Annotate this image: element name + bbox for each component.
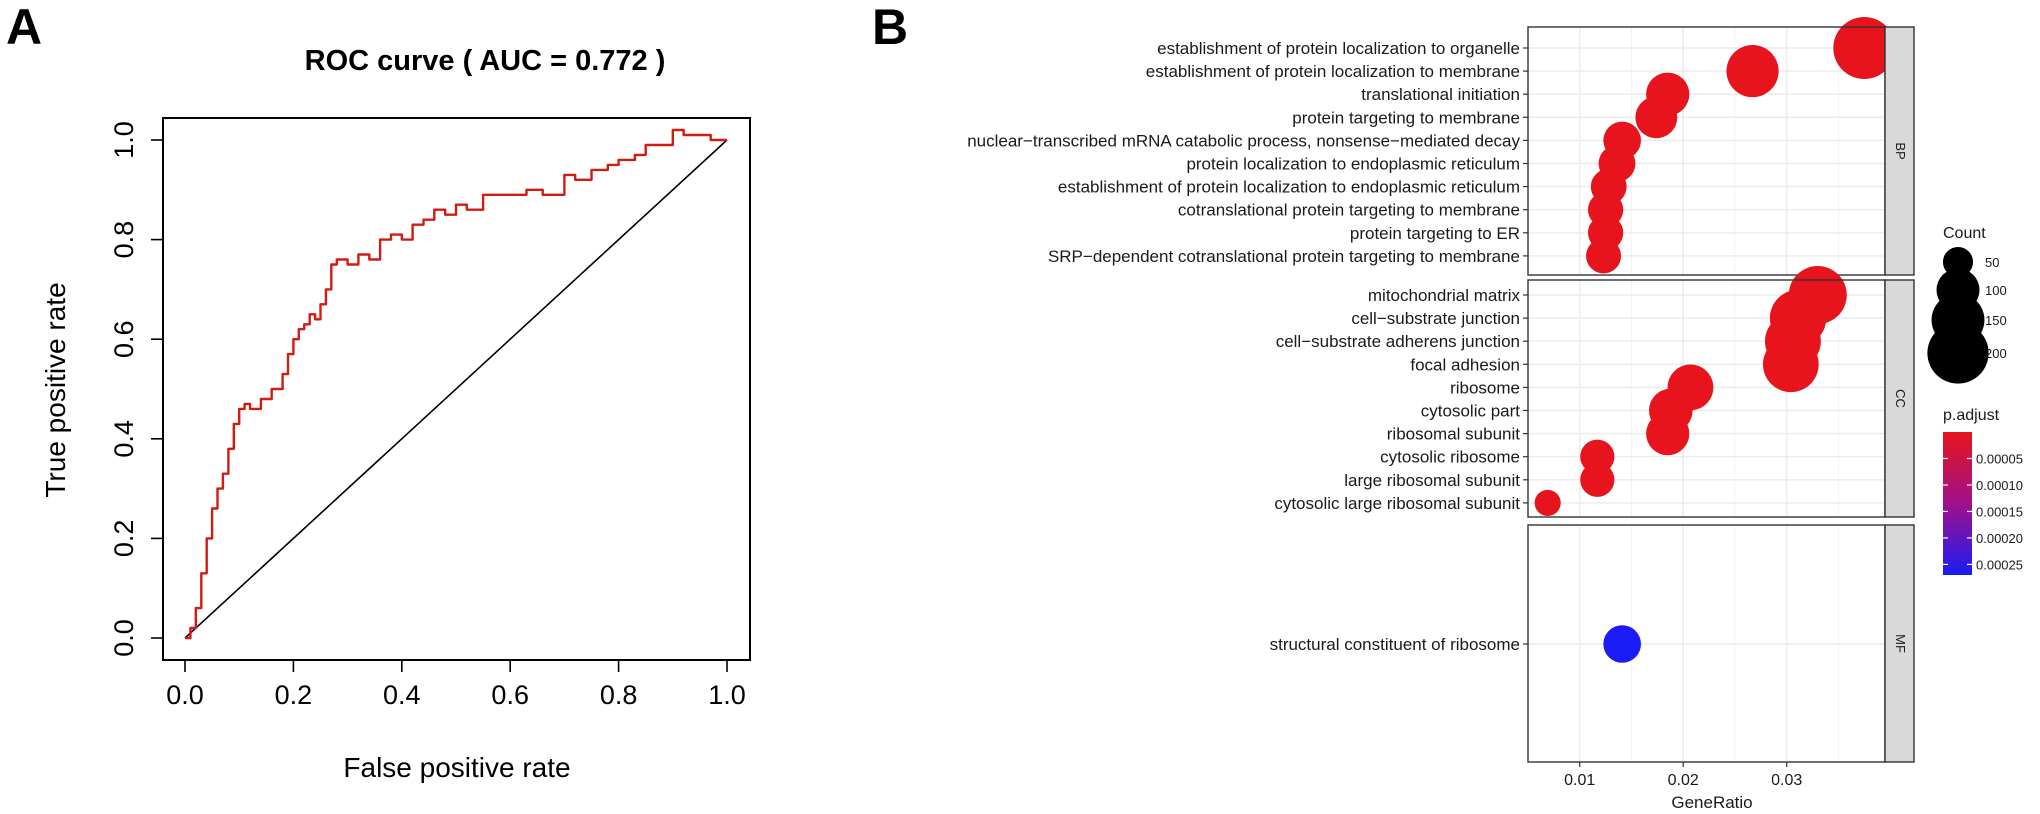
p-adjust-legend-label: 0.00010: [1976, 478, 2023, 493]
dot: [1603, 625, 1641, 663]
facet-panel-background: [1528, 27, 1885, 275]
category-label: ribosomal subunit: [1387, 425, 1521, 444]
roc-x-axis: 0.0 0.2 0.4 0.6 0.8 1.0: [166, 660, 746, 710]
roc-x-axis-label: False positive rate: [343, 752, 570, 783]
category-label: focal adhesion: [1410, 355, 1520, 374]
p-adjust-legend-label: 0.00025: [1976, 557, 2023, 572]
roc-y-tick-label: 0.6: [109, 320, 139, 358]
roc-plot-frame: [162, 117, 751, 661]
category-label: protein localization to endoplasmic reti…: [1186, 155, 1520, 174]
facet-strip: [1884, 279, 1915, 518]
p-adjust-legend-label: 0.00005: [1976, 451, 2023, 466]
count-legend-key: [1927, 322, 1989, 384]
facet-mf: structural constituent of ribosome MF: [1270, 524, 1915, 763]
category-label: translational initiation: [1361, 85, 1520, 104]
category-label: cotranslational protein targeting to mem…: [1178, 201, 1520, 220]
roc-y-tick-label: 0.8: [109, 221, 139, 259]
dot: [1635, 96, 1678, 139]
dot: [1833, 17, 1896, 79]
dot: [1646, 411, 1690, 456]
count-legend-title: Count: [1943, 225, 1986, 242]
category-label: nuclear−transcribed mRNA catabolic proce…: [967, 131, 1520, 150]
roc-diagonal-line: [184, 139, 728, 639]
facet-strip: [1884, 524, 1915, 763]
facet-strip: [1884, 26, 1915, 276]
category-label: establishment of protein localization to…: [1058, 178, 1520, 197]
roc-x-tick-label: 1.0: [708, 680, 746, 710]
category-label: establishment of protein localization to…: [1157, 39, 1520, 58]
dot: [1586, 238, 1622, 274]
p-adjust-legend: p.adjust 0.00005 0.00010 0.00015 0.00020 0.0…: [1943, 407, 2023, 575]
facet-bp: establishment of protein localization to…: [967, 17, 1915, 276]
dot: [1534, 489, 1561, 516]
facet-strip-label: CC: [1893, 389, 1908, 408]
roc-x-tick-label: 0.0: [166, 680, 204, 710]
dotplot-x-tick-label: 0.02: [1668, 772, 1699, 789]
category-label: protein targeting to membrane: [1292, 108, 1520, 127]
dot: [1726, 45, 1779, 98]
roc-y-tick-label: 0.0: [109, 619, 139, 657]
roc-x-tick-label: 0.4: [383, 680, 421, 710]
category-label: cell−substrate adherens junction: [1276, 332, 1520, 351]
panel-b-label: B: [872, 0, 908, 55]
facet-strip-label: MF: [1893, 634, 1908, 653]
roc-chart: ROC curve ( AUC = 0.772 ) 0.0 0.2 0.4 0.6 0.…: [40, 45, 751, 783]
dotplot-x-tick-label: 0.01: [1564, 772, 1595, 789]
category-label: cytosolic ribosome: [1380, 448, 1520, 467]
category-label: establishment of protein localization to…: [1146, 62, 1520, 81]
facet-cc: mitochondrial matrix cell−substrate junct…: [1274, 265, 1915, 518]
roc-y-tick-label: 0.4: [109, 420, 139, 458]
roc-y-axis: 0.0 0.2 0.4 0.6 0.8 1.0: [109, 121, 163, 657]
category-label: cytosolic part: [1421, 402, 1520, 421]
roc-title: ROC curve ( AUC = 0.772 ): [305, 45, 666, 77]
category-label: protein targeting to ER: [1350, 224, 1520, 243]
count-legend-label: 50: [1985, 255, 1999, 270]
roc-x-tick-label: 0.8: [600, 680, 638, 710]
category-label: SRP−dependent cotranslational protein ta…: [1048, 247, 1520, 266]
dot: [1580, 462, 1615, 497]
dotplot-facets: establishment of protein localization to…: [967, 17, 1915, 763]
roc-y-axis-label: True positive rate: [40, 282, 71, 497]
dot: [1762, 336, 1819, 393]
p-adjust-legend-label: 0.00015: [1976, 504, 2023, 519]
count-legend-key: [1942, 246, 1974, 278]
dotplot-x-tick-label: 0.03: [1771, 772, 1802, 789]
p-adjust-legend-label: 0.00020: [1976, 531, 2023, 546]
category-label: structural constituent of ribosome: [1270, 635, 1520, 654]
roc-y-tick-label: 0.2: [109, 520, 139, 558]
dotplot-x-axis-label: GeneRatio: [1671, 793, 1752, 812]
dotplot-x-axis: 0.01 0.02 0.03: [1564, 762, 1802, 789]
category-label: cytosolic large ribosomal subunit: [1274, 494, 1520, 513]
p-adjust-legend-title: p.adjust: [1943, 407, 2000, 424]
category-label: cell−substrate junction: [1351, 309, 1520, 328]
category-label: mitochondrial matrix: [1368, 286, 1521, 305]
category-label: ribosome: [1450, 378, 1520, 397]
count-legend: Count 50 100 150 200: [1927, 225, 2007, 384]
roc-y-tick-label: 1.0: [109, 121, 139, 159]
facet-strip-label: BP: [1893, 142, 1908, 159]
dotplot-chart: establishment of protein localization to…: [967, 17, 2023, 812]
count-legend-label: 200: [1985, 346, 2007, 361]
roc-x-tick-label: 0.6: [491, 680, 529, 710]
roc-x-tick-label: 0.2: [275, 680, 313, 710]
panel-a-label: A: [6, 0, 42, 55]
p-adjust-colorbar: [1943, 432, 1972, 575]
count-legend-label: 150: [1985, 313, 2007, 328]
roc-curve-line: [185, 128, 727, 640]
category-label: large ribosomal subunit: [1344, 471, 1520, 490]
count-legend-label: 100: [1985, 283, 2007, 298]
roc-plot-area: [184, 128, 728, 640]
